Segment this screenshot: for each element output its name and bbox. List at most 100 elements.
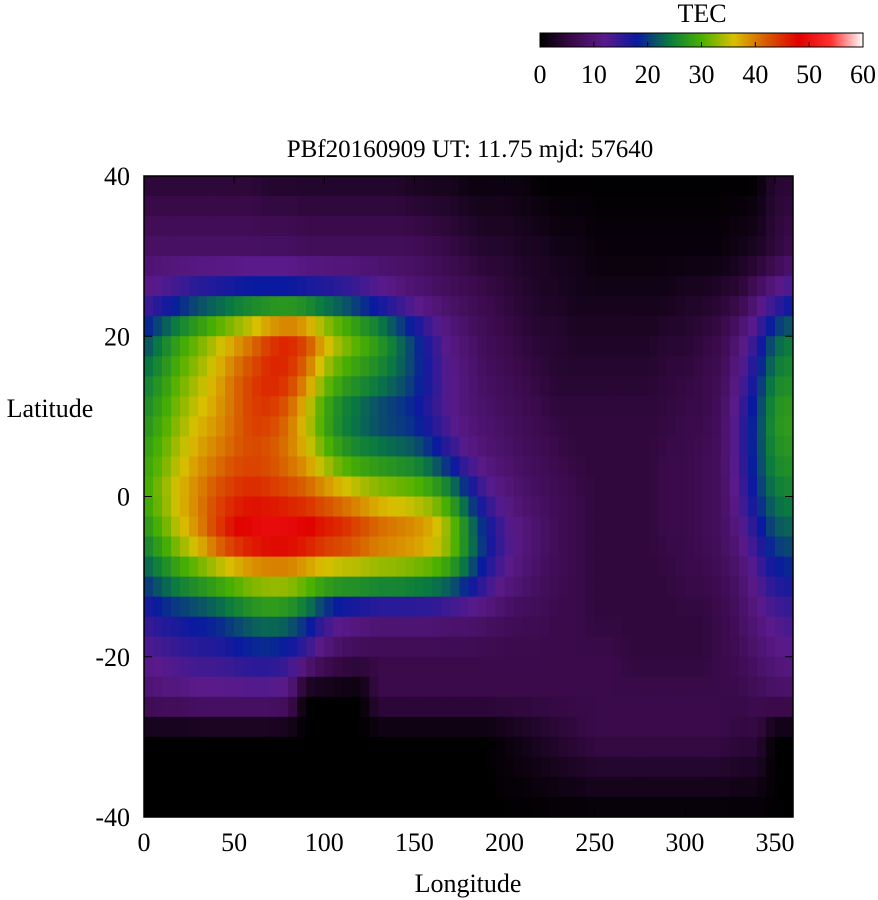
heatmap-cell [765,236,776,257]
heatmap-cell [747,696,758,718]
heatmap-cell [567,236,578,257]
heatmap-cell [738,576,749,598]
heatmap-cell [558,656,569,678]
heatmap-cell [747,736,758,758]
heatmap-cell [684,416,695,438]
heatmap-cell [540,276,551,297]
heatmap-cell [162,576,172,598]
heatmap-cell [441,356,452,377]
heatmap-cell [432,536,443,558]
heatmap-cell [369,436,379,458]
heatmap-cell [261,276,271,297]
heatmap-cell [162,556,172,578]
heatmap-cell [684,376,695,397]
heatmap-cell [522,256,533,277]
heatmap-cell [405,496,416,518]
heatmap-cell [315,476,325,498]
heatmap-cell [639,236,650,257]
heatmap-cell [540,176,551,197]
heatmap-cell [333,636,343,658]
heatmap-cell [243,536,253,558]
heatmap-cell [513,236,524,257]
heatmap-cell [432,796,443,817]
heatmap-cell [189,176,199,197]
heatmap-cell [153,436,163,458]
heatmap-cell [657,656,668,678]
heatmap-cell [369,556,379,578]
heatmap-cell [432,516,443,538]
heatmap-cell [315,176,325,197]
heatmap-cell [513,556,524,578]
heatmap-cell [297,796,307,817]
heatmap-cell [306,336,316,357]
heatmap-cell [774,556,785,578]
heatmap-cell [342,356,352,377]
heatmap-cell [585,176,596,197]
heatmap-cell [270,516,280,538]
heatmap-cell [315,696,325,718]
heatmap-cell [630,636,641,658]
heatmap-cell [540,796,551,817]
heatmap-cell [747,756,758,778]
heatmap-cell [369,536,379,558]
heatmap-cell [468,536,479,558]
heatmap-cell [153,496,163,518]
heatmap-cell [702,256,713,277]
heatmap-cell [666,576,677,598]
y-tick-label: 0 [117,483,130,512]
heatmap-cell [450,416,461,438]
heatmap-cell [603,416,614,438]
heatmap-cell [468,476,479,498]
heatmap-cell [423,716,434,738]
heatmap-cell [306,756,316,778]
heatmap-cell [261,316,271,337]
heatmap-cell [180,576,190,598]
heatmap-cell [243,736,253,758]
heatmap-cell [351,596,361,618]
heatmap-cell [648,456,659,478]
heatmap-cell [720,436,731,458]
heatmap-cell [468,756,479,778]
heatmap-cell [468,296,479,317]
heatmap-cell [639,456,650,478]
heatmap-cell [738,496,749,518]
heatmap-cell [657,756,668,778]
heatmap-cell [486,556,497,578]
heatmap-cell [225,776,235,798]
heatmap-cell [711,536,722,558]
heatmap-cell [423,536,434,558]
heatmap-cell [468,696,479,718]
heatmap-cell [297,176,307,197]
heatmap-cell [405,696,416,718]
heatmap-cell [729,536,740,558]
heatmap-cell [594,216,605,237]
heatmap-cell [405,336,416,357]
heatmap-cell [432,176,443,197]
heatmap-cell [351,496,361,518]
heatmap-cell [549,696,560,718]
heatmap-cell [432,456,443,478]
heatmap-cell [558,356,569,377]
heatmap-cell [288,196,298,217]
heatmap-cell [189,616,199,638]
heatmap-cell [747,256,758,277]
heatmap-cell [387,176,397,197]
heatmap-cell [585,456,596,478]
heatmap-cell [531,536,542,558]
heatmap-cell [297,316,307,337]
heatmap-cell [261,356,271,377]
heatmap-cell [477,356,488,377]
heatmap-cell [468,796,479,817]
heatmap-cell [558,276,569,297]
heatmap-cell [198,716,208,738]
heatmap-cell [369,316,379,337]
heatmap-cell [783,516,793,538]
heatmap-cell [180,176,190,197]
heatmap-cell [153,196,163,217]
heatmap-cell [657,276,668,297]
heatmap-cell [765,536,776,558]
heatmap-cell [576,636,587,658]
heatmap-cell [369,176,379,197]
heatmap-cell [198,396,208,417]
heatmap-cell [288,516,298,538]
